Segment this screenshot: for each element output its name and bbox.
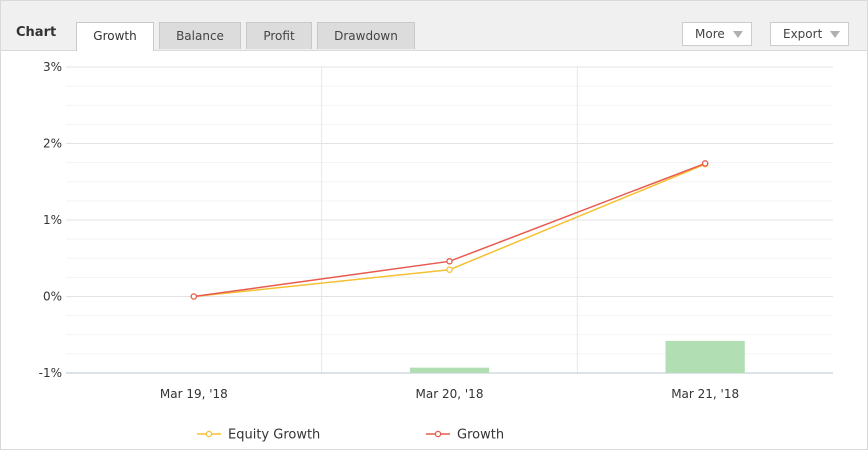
legend: Equity Growth Growth: [197, 428, 504, 443]
more-button-label: More: [695, 27, 725, 41]
y-tick-label: 3%: [43, 60, 62, 74]
grid: [66, 66, 833, 374]
chevron-down-icon: [732, 31, 743, 38]
legend-equity-marker: [205, 430, 213, 438]
legend-growth-marker: [434, 430, 442, 438]
series-line: [193, 162, 706, 298]
y-tick-label: -1%: [39, 366, 62, 380]
tab-balance[interactable]: Balance: [159, 22, 241, 49]
y-tick-label: 2%: [43, 137, 62, 151]
data-point: [446, 266, 453, 273]
bar: [665, 340, 745, 373]
x-tick-label: Mar 21, '18: [671, 387, 739, 401]
chart-section-title: Chart: [16, 25, 57, 40]
chart-tab-bar: Chart Growth Balance Profit Drawdown Mor…: [1, 1, 867, 51]
data-point: [190, 293, 198, 300]
x-axis: Mar 19, '18 Mar 20, '18 Mar 21, '18: [160, 387, 739, 401]
export-button-label: Export: [783, 27, 823, 41]
x-tick-label: Mar 20, '18: [416, 387, 484, 401]
series-line: [193, 163, 706, 298]
legend-equity-label[interactable]: Equity Growth: [228, 428, 320, 443]
tab-growth[interactable]: Growth: [76, 22, 154, 51]
tab-profit[interactable]: Profit: [246, 22, 312, 49]
more-button[interactable]: More: [682, 22, 752, 46]
chevron-down-icon: [830, 31, 841, 38]
data-point: [701, 160, 709, 167]
tab-drawdown[interactable]: Drawdown: [317, 22, 415, 49]
data-point: [446, 258, 453, 265]
legend-growth-label[interactable]: Growth: [457, 428, 504, 443]
series-lines: [190, 160, 709, 300]
bar: [409, 367, 490, 373]
bars: [409, 340, 745, 373]
y-tick-label: 0%: [43, 290, 62, 304]
x-tick-label: Mar 19, '18: [160, 387, 228, 401]
y-axis: 3% 2% 1% 0% -1%: [39, 60, 62, 380]
export-button[interactable]: Export: [770, 22, 850, 46]
y-tick-label: 1%: [43, 213, 62, 227]
